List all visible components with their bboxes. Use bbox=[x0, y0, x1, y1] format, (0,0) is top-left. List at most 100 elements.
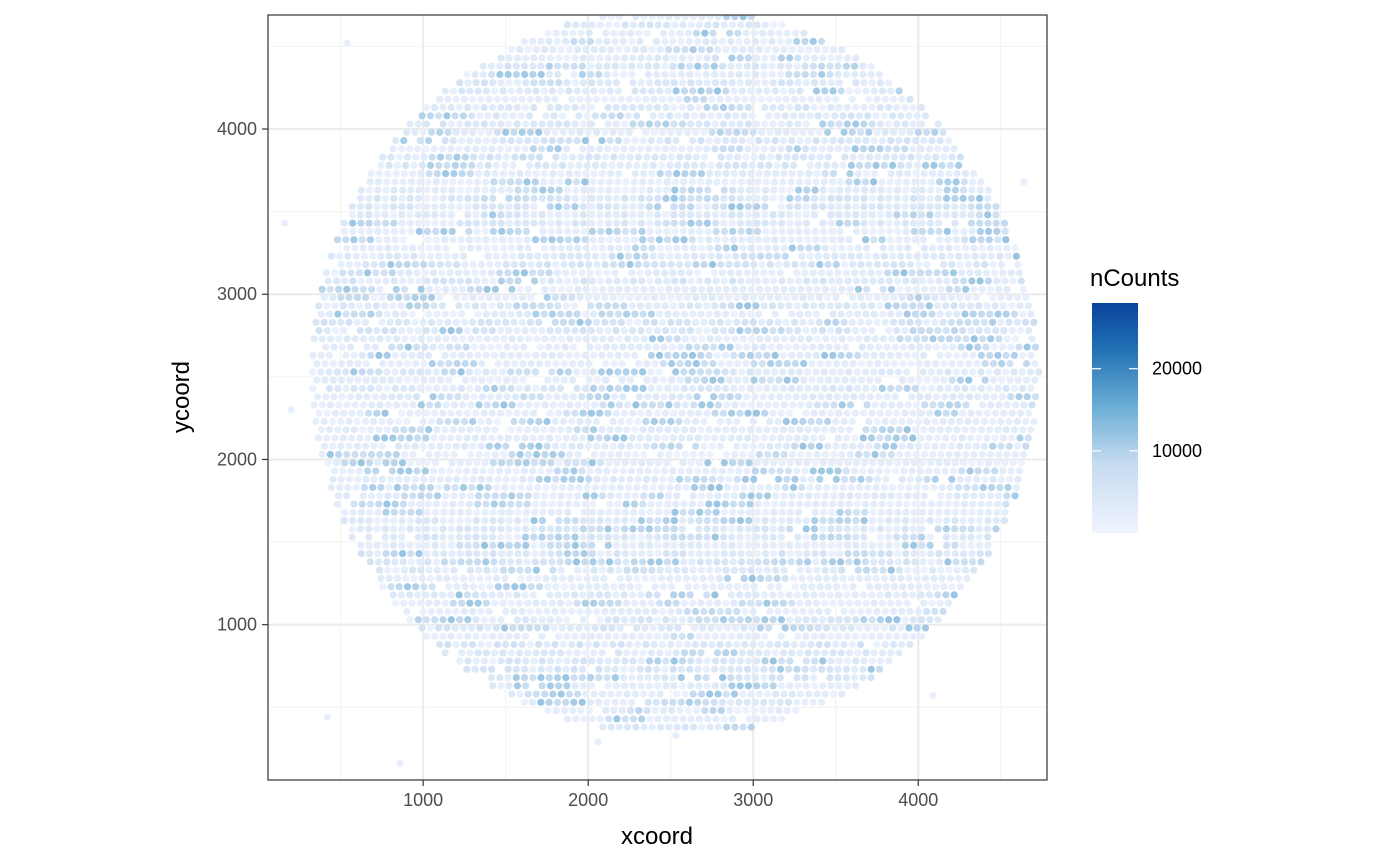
data-point bbox=[783, 260, 791, 269]
data-point bbox=[651, 376, 659, 384]
data-point bbox=[497, 533, 505, 541]
data-point bbox=[835, 194, 843, 202]
data-point bbox=[829, 599, 837, 607]
data-point bbox=[570, 302, 579, 310]
data-point bbox=[969, 178, 977, 186]
data-point bbox=[1022, 293, 1030, 302]
data-point bbox=[576, 417, 584, 426]
data-point bbox=[431, 219, 439, 227]
data-point bbox=[962, 401, 970, 409]
data-point bbox=[742, 707, 750, 715]
data-point bbox=[755, 690, 763, 698]
data-point bbox=[381, 211, 389, 219]
data-point bbox=[890, 475, 898, 483]
data-point bbox=[903, 384, 911, 392]
data-point bbox=[704, 508, 712, 516]
data-point bbox=[976, 517, 984, 525]
data-point bbox=[984, 194, 992, 202]
data-point bbox=[953, 566, 961, 574]
data-point bbox=[727, 674, 735, 682]
data-point bbox=[634, 260, 642, 269]
data-point bbox=[587, 327, 596, 335]
data-point bbox=[790, 640, 799, 649]
data-point bbox=[519, 260, 527, 269]
data-point bbox=[931, 318, 939, 326]
data-point bbox=[616, 624, 624, 632]
data-point bbox=[656, 690, 664, 698]
data-point bbox=[428, 583, 436, 591]
data-point bbox=[431, 517, 439, 525]
data-point bbox=[364, 269, 372, 277]
data-point bbox=[450, 492, 458, 500]
data-point bbox=[863, 492, 871, 500]
data-point bbox=[366, 368, 374, 376]
data-point bbox=[714, 492, 722, 500]
data-point bbox=[885, 632, 893, 640]
data-point bbox=[626, 360, 635, 368]
data-point bbox=[389, 203, 398, 211]
data-point bbox=[940, 260, 948, 269]
data-point bbox=[884, 591, 892, 599]
data-point bbox=[807, 442, 815, 450]
data-point bbox=[730, 599, 738, 607]
data-point bbox=[738, 368, 746, 376]
data-point bbox=[829, 351, 837, 359]
data-point bbox=[912, 244, 920, 252]
data-point bbox=[365, 186, 374, 194]
data-point bbox=[697, 426, 705, 434]
data-point bbox=[956, 376, 965, 384]
data-point bbox=[423, 525, 431, 533]
data-point bbox=[874, 360, 882, 368]
data-point bbox=[903, 368, 911, 376]
data-point bbox=[589, 351, 598, 359]
data-point bbox=[918, 211, 926, 219]
data-point bbox=[447, 533, 455, 541]
data-point bbox=[455, 409, 463, 417]
data-point bbox=[502, 417, 510, 426]
data-point bbox=[630, 178, 638, 186]
data-point bbox=[390, 186, 398, 194]
data-point bbox=[932, 360, 940, 368]
data-point bbox=[918, 550, 927, 558]
data-point bbox=[725, 583, 733, 591]
data-point bbox=[481, 459, 489, 467]
data-point bbox=[726, 707, 734, 715]
data-point bbox=[369, 483, 377, 492]
data-point bbox=[498, 558, 506, 566]
data-point bbox=[753, 219, 761, 227]
data-point bbox=[975, 409, 983, 417]
data-point bbox=[897, 574, 905, 583]
data-point bbox=[821, 351, 829, 359]
data-point bbox=[1003, 285, 1011, 293]
data-point bbox=[494, 475, 502, 483]
data-point bbox=[798, 624, 806, 632]
data-point bbox=[747, 492, 755, 500]
data-point bbox=[355, 467, 363, 475]
data-point bbox=[342, 384, 350, 392]
data-point bbox=[618, 360, 626, 368]
data-point bbox=[376, 244, 384, 252]
data-point bbox=[550, 624, 558, 632]
data-point bbox=[695, 525, 703, 533]
data-point bbox=[389, 302, 397, 310]
data-point bbox=[472, 533, 480, 541]
data-point bbox=[972, 442, 980, 450]
data-point bbox=[446, 467, 454, 475]
data-point bbox=[962, 492, 970, 500]
data-point bbox=[758, 293, 766, 302]
data-point bbox=[637, 203, 645, 211]
data-point bbox=[442, 170, 450, 178]
data-point bbox=[984, 186, 993, 194]
data-point bbox=[1010, 368, 1018, 376]
data-point bbox=[729, 508, 737, 516]
data-point bbox=[456, 194, 464, 202]
data-point bbox=[988, 252, 996, 260]
data-point bbox=[833, 376, 841, 384]
data-point bbox=[993, 227, 1001, 235]
data-point bbox=[334, 384, 342, 392]
data-point bbox=[623, 492, 631, 500]
data-point bbox=[645, 434, 653, 442]
data-point bbox=[769, 591, 777, 599]
data-point bbox=[345, 318, 353, 326]
data-point bbox=[956, 417, 964, 426]
